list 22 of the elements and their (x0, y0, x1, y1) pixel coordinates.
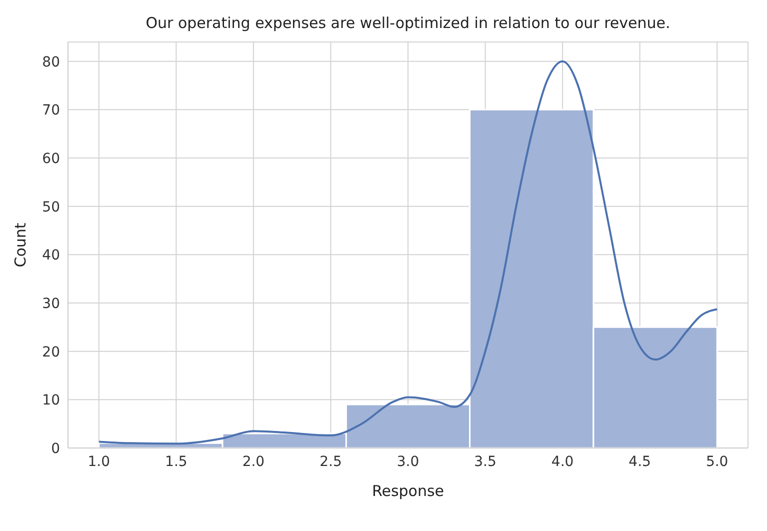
y-tick-label: 10 (42, 392, 60, 409)
y-tick-label: 50 (42, 199, 60, 216)
x-tick-label: 1.5 (165, 454, 188, 470)
x-tick-label: 4.0 (551, 454, 574, 470)
y-tick-label: 60 (42, 150, 60, 167)
x-tick-label: 5.0 (706, 454, 728, 470)
x-tick-label: 2.0 (242, 454, 265, 470)
x-tick-label: 3.5 (474, 454, 496, 470)
y-tick-label: 0 (51, 440, 60, 457)
y-tick-label: 80 (42, 54, 60, 70)
chart-title: Our operating expenses are well-optimized in relation to our revenue. (144, 14, 672, 32)
x-tick-label: 1.0 (88, 454, 110, 470)
y-tick-label: 20 (42, 344, 60, 360)
x-axis-title: Response (372, 482, 444, 500)
y-tick-label: 40 (42, 248, 60, 264)
line-series (98, 60, 718, 445)
y-tick-label: 70 (42, 102, 60, 119)
x-tick-label: 4.5 (628, 454, 651, 470)
x-tick-label: 3.0 (396, 454, 420, 470)
y-tick-label: 30 (42, 296, 60, 312)
x-tick-label: 2.5 (320, 454, 342, 470)
y-axis-title: Count (11, 222, 30, 268)
